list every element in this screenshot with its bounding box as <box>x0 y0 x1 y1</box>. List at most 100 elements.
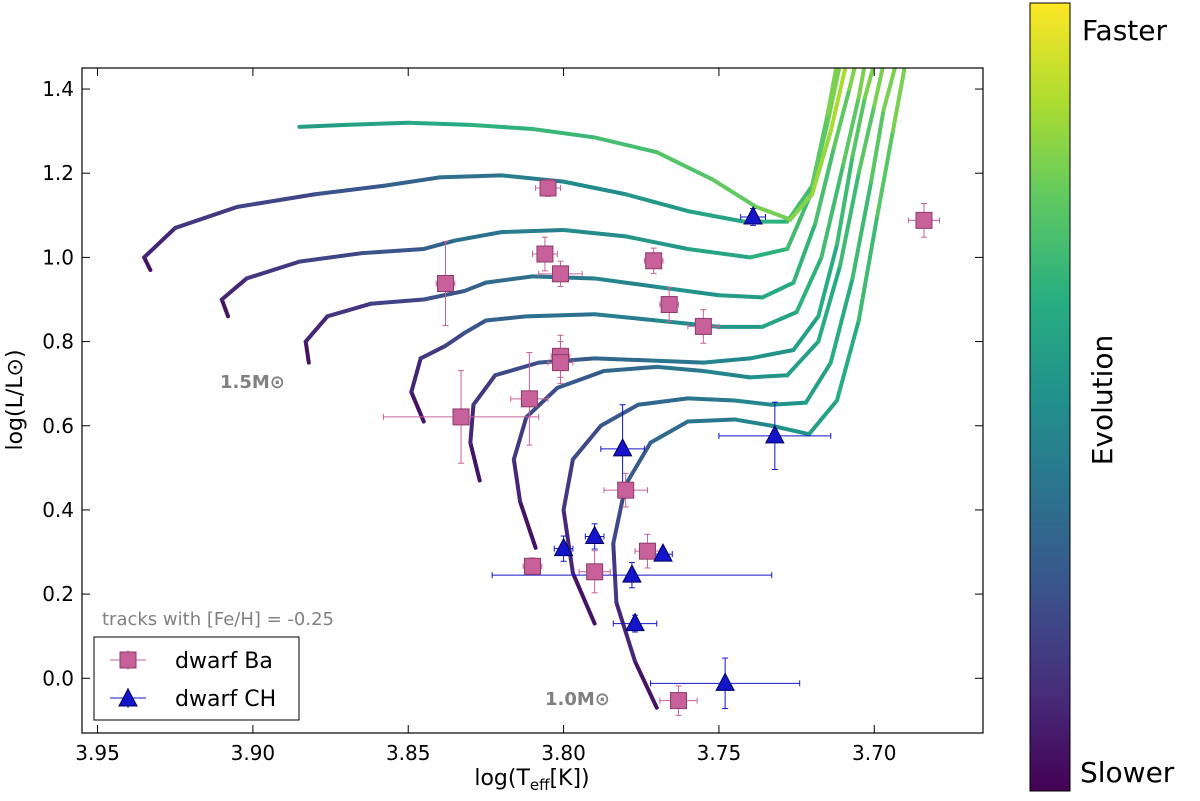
track-segment <box>437 173 504 180</box>
track-segment <box>872 68 885 108</box>
y-tick-label: 1.0 <box>42 245 74 269</box>
track-segment <box>570 423 603 462</box>
x-tick-label: 3.90 <box>231 741 276 765</box>
track-segment <box>754 204 793 222</box>
x-tick-label: 3.70 <box>852 741 897 765</box>
y-tick-label: 0.0 <box>42 666 74 690</box>
colorbar-label: Evolution <box>1086 335 1119 466</box>
track-segment <box>807 398 839 437</box>
y-axis-ticks: 0.0 0.2 0.4 0.6 0.8 1.0 1.2 1.4 <box>42 77 983 690</box>
track-segment <box>685 209 746 224</box>
track-segment <box>561 457 575 512</box>
mass-label-low: 1.0M⊙ <box>545 689 610 710</box>
ch-marker <box>622 564 642 583</box>
track-segment <box>654 284 721 298</box>
track-segment <box>297 251 364 264</box>
track-segment <box>303 314 330 344</box>
ba-marker <box>694 317 712 335</box>
y-tick-label: 1.2 <box>42 161 74 185</box>
y-tick-label: 0.6 <box>42 414 74 438</box>
track-segment <box>791 314 821 352</box>
legend-label-ba: dwarf Ba <box>175 649 273 674</box>
track-segment <box>881 68 897 113</box>
evolution-tracks <box>142 68 907 710</box>
x-tick-label: 3.95 <box>75 741 120 765</box>
track-segment <box>623 440 653 487</box>
track-segment <box>468 122 535 132</box>
track-segment <box>592 356 653 363</box>
track-segment <box>368 297 426 306</box>
track-segment <box>847 68 857 92</box>
ch-marker <box>765 424 785 444</box>
track-segment <box>633 659 659 710</box>
track-segment <box>834 318 861 403</box>
track-segment <box>685 417 737 424</box>
track-segment <box>421 289 467 302</box>
legend-marker-ch <box>110 687 146 708</box>
track-segment <box>142 255 153 273</box>
track-segment <box>819 162 846 260</box>
ba-marker <box>539 179 557 197</box>
track-segment <box>838 171 861 268</box>
track-segment <box>856 213 880 323</box>
track-segment <box>598 402 641 428</box>
colorbar-bottom-label: Slower <box>1080 756 1175 789</box>
track-segment <box>831 87 852 150</box>
track-segment <box>219 276 249 302</box>
track-segment <box>685 396 737 403</box>
track-segment <box>828 68 848 134</box>
track-segment <box>592 312 659 323</box>
track-segment <box>862 68 876 100</box>
legend-marker-ba <box>110 650 146 670</box>
track-segment <box>592 276 659 289</box>
track-segment <box>890 68 907 134</box>
track-segment <box>810 112 830 188</box>
track-segment <box>452 230 504 243</box>
track-segment <box>701 356 752 365</box>
legend-label-ch: dwarf CH <box>175 687 276 712</box>
legend: dwarf Ba dwarf CH <box>93 636 300 721</box>
track-segment <box>173 204 240 230</box>
x-tick-label: 3.85 <box>386 741 431 765</box>
y-tick-label: 0.4 <box>42 498 74 522</box>
track-segment <box>561 228 628 239</box>
track-segment <box>850 179 874 281</box>
ba-marker <box>670 692 688 710</box>
track-segment <box>303 339 311 365</box>
track-segment <box>716 293 765 300</box>
track-segment <box>483 314 529 323</box>
track-segment <box>856 103 877 176</box>
track-segment <box>297 122 349 129</box>
track-segment <box>418 343 448 361</box>
y-tick-label: 0.2 <box>42 582 74 606</box>
track-segment <box>828 276 855 365</box>
ba-marker <box>520 390 538 408</box>
ch-marker <box>715 672 735 691</box>
track-segment <box>468 402 476 445</box>
y-tick-label: 1.4 <box>42 77 74 101</box>
track-segment <box>561 179 628 197</box>
track-segment <box>810 129 833 197</box>
track-segment <box>794 255 824 315</box>
track-segment <box>530 127 597 140</box>
track-segment <box>875 129 895 218</box>
mass-label-high: 1.5M⊙ <box>220 372 285 393</box>
y-axis-label: log(L/L⊙) <box>3 349 28 450</box>
ba-marker <box>551 354 569 372</box>
x-axis-label: log(Teff[K]) <box>474 766 589 794</box>
track-segment <box>732 417 774 428</box>
track-segment <box>841 95 861 167</box>
track-segment <box>747 347 796 361</box>
plot-frame <box>81 67 984 734</box>
ba-marker <box>536 245 554 263</box>
track-segment <box>701 369 752 380</box>
track-segment <box>555 369 606 390</box>
track-segment <box>816 242 839 319</box>
x-tick-label: 3.75 <box>697 741 742 765</box>
track-segment <box>142 225 178 260</box>
ch-marker <box>653 543 673 562</box>
y-tick-label: 0.8 <box>42 330 74 354</box>
track-segment <box>654 150 715 182</box>
ch-marker <box>553 537 574 557</box>
track-segment <box>381 175 442 188</box>
